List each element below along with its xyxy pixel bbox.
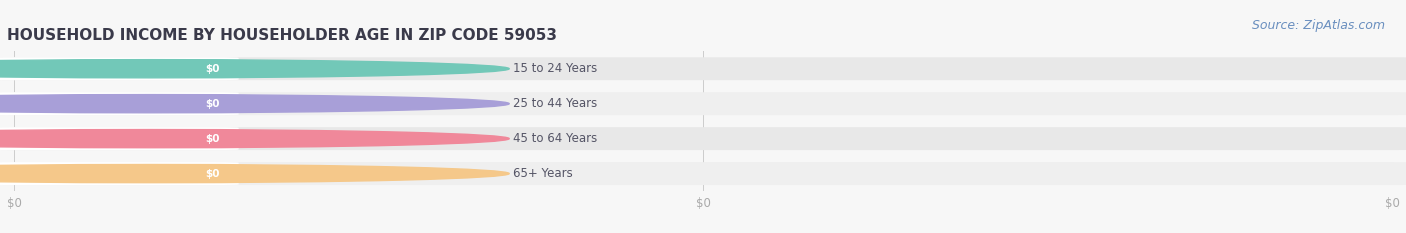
Text: 45 to 64 Years: 45 to 64 Years	[513, 132, 598, 145]
FancyBboxPatch shape	[0, 162, 239, 185]
Text: Source: ZipAtlas.com: Source: ZipAtlas.com	[1251, 19, 1385, 32]
Text: 15 to 24 Years: 15 to 24 Years	[513, 62, 598, 75]
FancyBboxPatch shape	[183, 60, 243, 77]
FancyBboxPatch shape	[0, 162, 1406, 185]
FancyBboxPatch shape	[0, 57, 239, 80]
FancyBboxPatch shape	[0, 57, 1406, 80]
Text: HOUSEHOLD INCOME BY HOUSEHOLDER AGE IN ZIP CODE 59053: HOUSEHOLD INCOME BY HOUSEHOLDER AGE IN Z…	[7, 28, 557, 43]
Circle shape	[0, 60, 509, 78]
Text: $0: $0	[205, 169, 219, 178]
FancyBboxPatch shape	[183, 130, 243, 147]
Text: $0: $0	[205, 64, 219, 74]
Text: 65+ Years: 65+ Years	[513, 167, 574, 180]
FancyBboxPatch shape	[183, 165, 243, 182]
Text: 25 to 44 Years: 25 to 44 Years	[513, 97, 598, 110]
FancyBboxPatch shape	[0, 127, 239, 150]
FancyBboxPatch shape	[183, 95, 243, 112]
FancyBboxPatch shape	[0, 92, 239, 115]
Circle shape	[0, 95, 509, 113]
FancyBboxPatch shape	[0, 92, 1406, 115]
Circle shape	[0, 130, 509, 148]
Circle shape	[0, 164, 509, 183]
Text: $0: $0	[205, 134, 219, 144]
FancyBboxPatch shape	[0, 127, 1406, 150]
Text: $0: $0	[205, 99, 219, 109]
